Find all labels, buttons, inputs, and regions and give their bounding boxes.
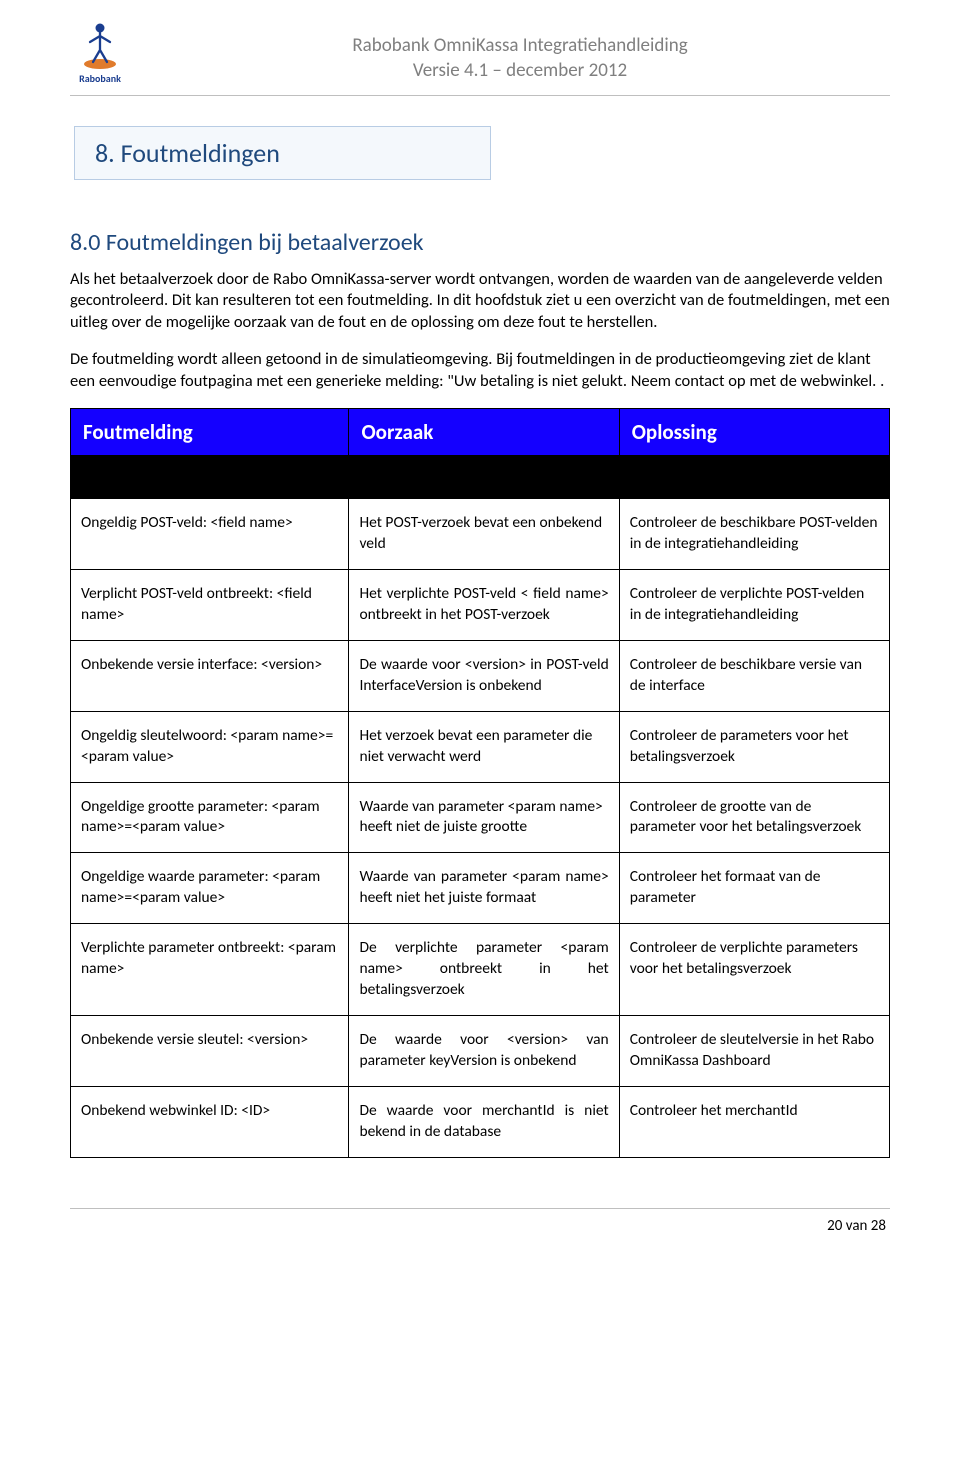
- cell-oplossing: Controleer de grootte van de parameter v…: [619, 782, 889, 853]
- table-row: Onbekend webwinkel ID: <ID> De waarde vo…: [71, 1086, 890, 1157]
- cell-foutmelding: Verplichte parameter ontbreekt: <param n…: [71, 924, 349, 1016]
- cell-oorzaak: Waarde van parameter <param name> heeft …: [349, 853, 619, 924]
- cell-foutmelding: Onbekende versie interface: <version>: [71, 640, 349, 711]
- doc-version: Versie 4.1 – december 2012: [150, 59, 890, 84]
- cell-foutmelding: Verplicht POST-veld ontbreekt: <field na…: [71, 570, 349, 641]
- page-number: 20 van 28: [70, 1217, 890, 1235]
- cell-oorzaak: Het POST-verzoek bevat een onbekend veld: [349, 499, 619, 570]
- cell-foutmelding: Ongeldig sleutelwoord: <param name>=<par…: [71, 711, 349, 782]
- cell-oplossing: Controleer de sleutelversie in het Rabo …: [619, 1016, 889, 1087]
- header-divider: [70, 95, 890, 96]
- rabobank-logo-icon: [80, 20, 120, 70]
- cell-foutmelding: Ongeldig POST-veld: <field name>: [71, 499, 349, 570]
- table-row: Verplicht POST-veld ontbreekt: <field na…: [71, 570, 890, 641]
- cell-oorzaak: De waarde voor merchantId is niet bekend…: [349, 1086, 619, 1157]
- cell-oorzaak: De waarde voor <version> in POST-veld In…: [349, 640, 619, 711]
- footer-divider: [70, 1208, 890, 1209]
- table-row: Ongeldig sleutelwoord: <param name>=<par…: [71, 711, 890, 782]
- cell-oorzaak: Waarde van parameter <param name> heeft …: [349, 782, 619, 853]
- cell-oplossing: Controleer de parameters voor het betali…: [619, 711, 889, 782]
- cell-foutmelding: Onbekend webwinkel ID: <ID>: [71, 1086, 349, 1157]
- cell-oplossing: Controleer de verplichte parameters voor…: [619, 924, 889, 1016]
- table-header-row: Foutmelding Oorzaak Oplossing: [71, 409, 890, 456]
- section-heading-box: 8. Foutmeldingen: [74, 126, 491, 180]
- cell-foutmelding: Ongeldige grootte parameter: <param name…: [71, 782, 349, 853]
- page-header: Rabobank Rabobank OmniKassa Integratieha…: [70, 30, 890, 85]
- subsection-heading: 8.0 Foutmeldingen bij betaalverzoek: [70, 228, 890, 257]
- cell-foutmelding: Onbekende versie sleutel: <version>: [71, 1016, 349, 1087]
- logo-label: Rabobank: [70, 72, 130, 85]
- table-row: Ongeldige grootte parameter: <param name…: [71, 782, 890, 853]
- cell-oplossing: Controleer de beschikbare versie van de …: [619, 640, 889, 711]
- table-row: Onbekende versie interface: <version> De…: [71, 640, 890, 711]
- cell-foutmelding: Ongeldige waarde parameter: <param name>…: [71, 853, 349, 924]
- col-header-oorzaak: Oorzaak: [349, 409, 619, 456]
- cell-oplossing: Controleer de verplichte POST-velden in …: [619, 570, 889, 641]
- page: Rabobank Rabobank OmniKassa Integratieha…: [0, 0, 960, 1265]
- cell-oplossing: Controleer het formaat van de parameter: [619, 853, 889, 924]
- table-row: Verplichte parameter ontbreekt: <param n…: [71, 924, 890, 1016]
- header-title-block: Rabobank OmniKassa Integratiehandleiding…: [150, 30, 890, 83]
- table-row: Ongeldige waarde parameter: <param name>…: [71, 853, 890, 924]
- col-header-foutmelding: Foutmelding: [71, 409, 349, 456]
- cell-oplossing: Controleer de beschikbare POST-velden in…: [619, 499, 889, 570]
- cell-oplossing: Controleer het merchantId: [619, 1086, 889, 1157]
- table-spacer-row: [71, 456, 890, 499]
- cell-oorzaak: De waarde voor <version> van parameter k…: [349, 1016, 619, 1087]
- section-heading: 8. Foutmeldingen: [95, 137, 280, 169]
- intro-paragraph-2: De foutmelding wordt alleen getoond in d…: [70, 349, 890, 392]
- cell-oorzaak: Het verplichte POST-veld < field name> o…: [349, 570, 619, 641]
- cell-oorzaak: Het verzoek bevat een parameter die niet…: [349, 711, 619, 782]
- cell-oorzaak: De verplichte parameter <param name> ont…: [349, 924, 619, 1016]
- doc-title: Rabobank OmniKassa Integratiehandleiding: [150, 34, 890, 59]
- col-header-oplossing: Oplossing: [619, 409, 889, 456]
- table-row: Ongeldig POST-veld: <field name> Het POS…: [71, 499, 890, 570]
- logo: Rabobank: [70, 20, 130, 85]
- intro-paragraph-1: Als het betaalverzoek door de Rabo OmniK…: [70, 269, 890, 333]
- error-table: Foutmelding Oorzaak Oplossing Ongeldig P…: [70, 408, 890, 1158]
- table-row: Onbekende versie sleutel: <version> De w…: [71, 1016, 890, 1087]
